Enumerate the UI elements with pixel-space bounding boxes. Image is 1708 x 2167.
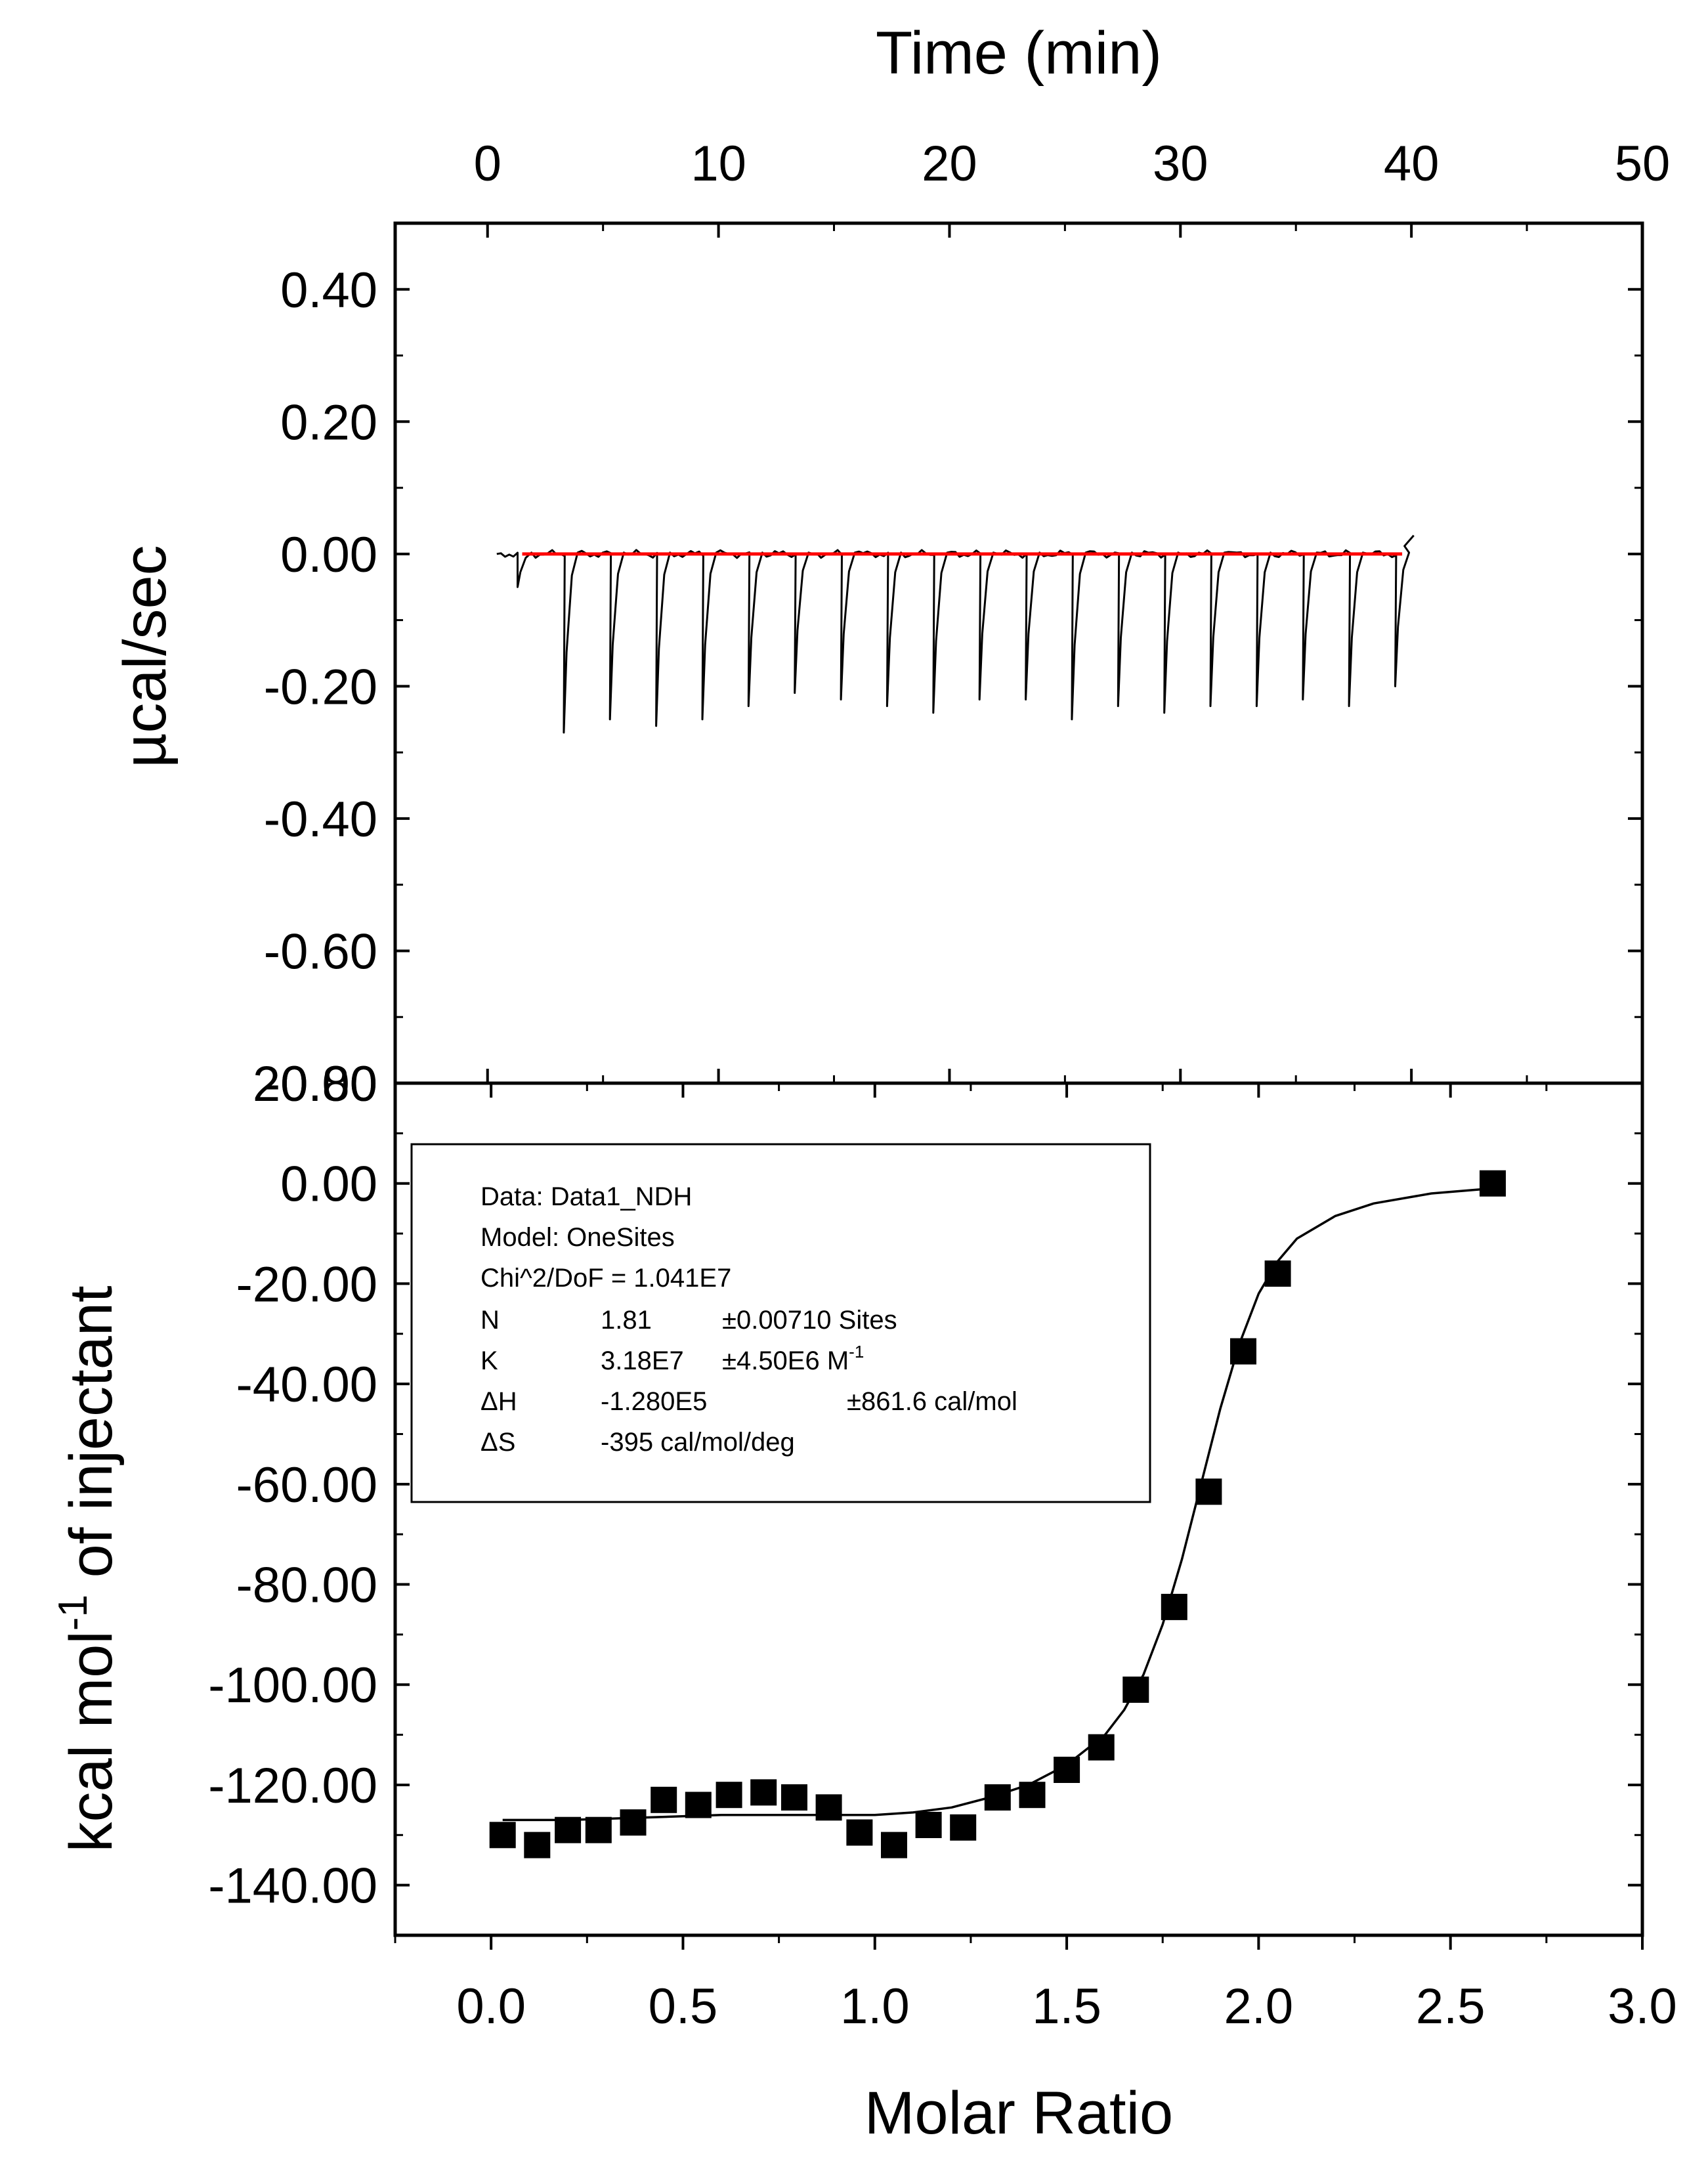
bottom-x-tick-label: 2.0 [1224, 1979, 1294, 2034]
y-axis-title-rest: of injectant [58, 1285, 125, 1595]
bottom-y-tick-label: -80.00 [236, 1558, 378, 1614]
top-axis-ticks: 0 10 20 30 40 50 0.40 0.20 0.00 -0.20 -0.40 -0.60 -0… [264, 136, 1671, 1112]
top-panel-frame [393, 221, 1644, 1085]
legend-error-n: ±0.00710 Sites [722, 1306, 897, 1335]
bottom-x-axis-title: Molar Ratio [865, 2080, 1173, 2147]
bottom-x-tick-label: 1.5 [1032, 1979, 1101, 2034]
data-point [1230, 1338, 1256, 1365]
legend-param-ds: ΔS [480, 1428, 515, 1457]
bottom-y-tick-label: -120.00 [208, 1758, 377, 1814]
top-x-tick-label: 30 [1153, 136, 1208, 192]
data-point [685, 1792, 712, 1818]
data-point [1195, 1478, 1222, 1505]
top-y-tick-label: -0.60 [264, 924, 377, 979]
data-point [750, 1779, 777, 1806]
bottom-axis-ticks: 0.0 0.5 1.0 1.5 2.0 2.5 3.0 20.00 0.00 -20.00 -40.… [208, 1056, 1677, 2034]
data-point [555, 1816, 582, 1843]
bottom-x-tick-label: 3.0 [1608, 1979, 1677, 2034]
legend-error-dh: ±861.6 cal/mol [847, 1387, 1017, 1416]
legend-model-line: Model: OneSites [480, 1223, 675, 1252]
data-point [950, 1814, 977, 1841]
legend-error-k-sup: -1 [849, 1342, 864, 1362]
legend-error-k: ±4.50E6 M-1 [722, 1342, 864, 1375]
data-point [1264, 1260, 1291, 1287]
legend-value-ds: -395 cal/mol/deg [601, 1428, 795, 1457]
data-point [620, 1809, 647, 1836]
data-point [1122, 1676, 1149, 1703]
y-axis-title-exponent: -1 [51, 1595, 96, 1631]
data-point [524, 1832, 551, 1858]
bottom-y-tick-label: 20.00 [253, 1056, 377, 1112]
legend-param-dh: ΔH [480, 1387, 517, 1416]
bottom-x-tick-label: 0.5 [649, 1979, 718, 2034]
bottom-x-tick-label: 1.0 [840, 1979, 910, 2034]
data-point [1054, 1757, 1080, 1783]
top-x-tick-label: 10 [691, 136, 746, 192]
top-y-tick-label: -0.20 [264, 659, 377, 715]
legend-value-dh: -1.280E5 [601, 1387, 707, 1416]
data-point [651, 1786, 677, 1813]
data-point [881, 1832, 907, 1858]
bottom-panel-frame [393, 1081, 1644, 1937]
bottom-y-tick-label: -140.00 [208, 1858, 377, 1914]
top-y-axis-title: µcal/sec [112, 545, 179, 767]
top-x-axis-title: Time (min) [876, 20, 1162, 87]
bottom-y-tick-label: -60.00 [236, 1457, 378, 1513]
bottom-y-tick-label: 0.00 [280, 1157, 377, 1212]
top-y-tick-label: -0.40 [264, 792, 377, 847]
binding-isotherm [489, 1170, 1506, 1858]
data-point [715, 1782, 742, 1809]
data-point [815, 1794, 842, 1821]
legend-value-k: 3.18E7 [601, 1346, 684, 1375]
data-point [1088, 1734, 1115, 1761]
thermogram-line [496, 534, 1415, 734]
thermogram-trace [496, 534, 1415, 734]
top-y-tick-label: 0.40 [280, 263, 377, 318]
y-axis-title-unit: kcal mol [58, 1631, 125, 1852]
top-x-tick-label: 50 [1615, 136, 1671, 192]
bottom-x-tick-label: 0.0 [456, 1979, 526, 2034]
bottom-x-tick-label: 2.5 [1416, 1979, 1485, 2034]
bottom-y-tick-label: -100.00 [208, 1658, 377, 1713]
data-point [489, 1822, 516, 1849]
data-point [846, 1819, 873, 1846]
top-x-tick-label: 20 [922, 136, 977, 192]
data-point [915, 1812, 942, 1838]
bottom-y-tick-label: -40.00 [236, 1357, 378, 1413]
top-y-tick-label: 0.20 [280, 395, 377, 450]
data-point [984, 1784, 1011, 1811]
data-point [1161, 1593, 1187, 1620]
legend-param-n: N [480, 1306, 500, 1335]
legend-frame [410, 1143, 1151, 1503]
legend-param-k: K [480, 1346, 498, 1375]
top-x-tick-label: 40 [1384, 136, 1440, 192]
data-point [781, 1784, 807, 1811]
top-y-tick-label: 0.00 [280, 527, 377, 583]
legend-value-n: 1.81 [601, 1306, 652, 1335]
legend-error-k-text: ±4.50E6 M [722, 1346, 849, 1375]
bottom-y-tick-label: -20.00 [236, 1256, 378, 1312]
bottom-y-axis-title: kcal mol-1 of injectant [51, 1285, 125, 1852]
fit-results-legend: Data: Data1_NDH Model: OneSites Chi^2/Do… [410, 1143, 1151, 1503]
top-y-tick-label: -0.80 [264, 1056, 377, 1112]
legend-data-line: Data: Data1_NDH [480, 1182, 692, 1211]
top-x-tick-label: 0 [474, 136, 502, 192]
data-point [585, 1816, 612, 1843]
data-point [1480, 1170, 1506, 1197]
legend-chi-line: Chi^2/DoF = 1.041E7 [480, 1264, 731, 1293]
data-point [1019, 1782, 1046, 1809]
